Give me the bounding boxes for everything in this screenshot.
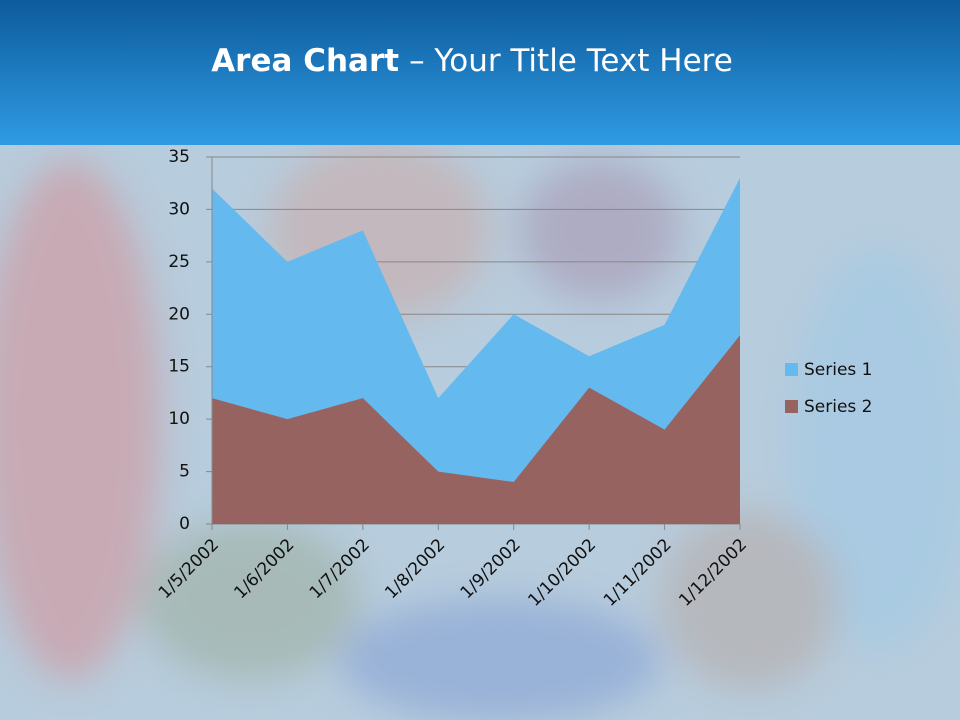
legend-label: Series 2 — [804, 397, 873, 417]
y-tick-label: 5 — [179, 462, 190, 482]
legend-label: Series 1 — [804, 360, 873, 380]
y-tick-label: 35 — [168, 147, 190, 167]
y-tick-label: 0 — [179, 514, 190, 534]
legend-swatch — [785, 400, 798, 413]
title-bold: Area Chart — [211, 43, 399, 79]
header-band — [0, 0, 960, 145]
chart-title: Area Chart – Your Title Text Here — [211, 43, 733, 79]
y-tick-label: 20 — [168, 304, 190, 324]
y-tick-label: 30 — [168, 199, 190, 219]
y-tick-label: 15 — [168, 357, 190, 377]
legend-swatch — [785, 363, 798, 376]
y-tick-label: 25 — [168, 252, 190, 272]
area — [212, 335, 740, 524]
title-rest: – Your Title Text Here — [409, 43, 733, 79]
background-photo — [0, 140, 960, 720]
y-tick-label: 10 — [168, 409, 190, 429]
